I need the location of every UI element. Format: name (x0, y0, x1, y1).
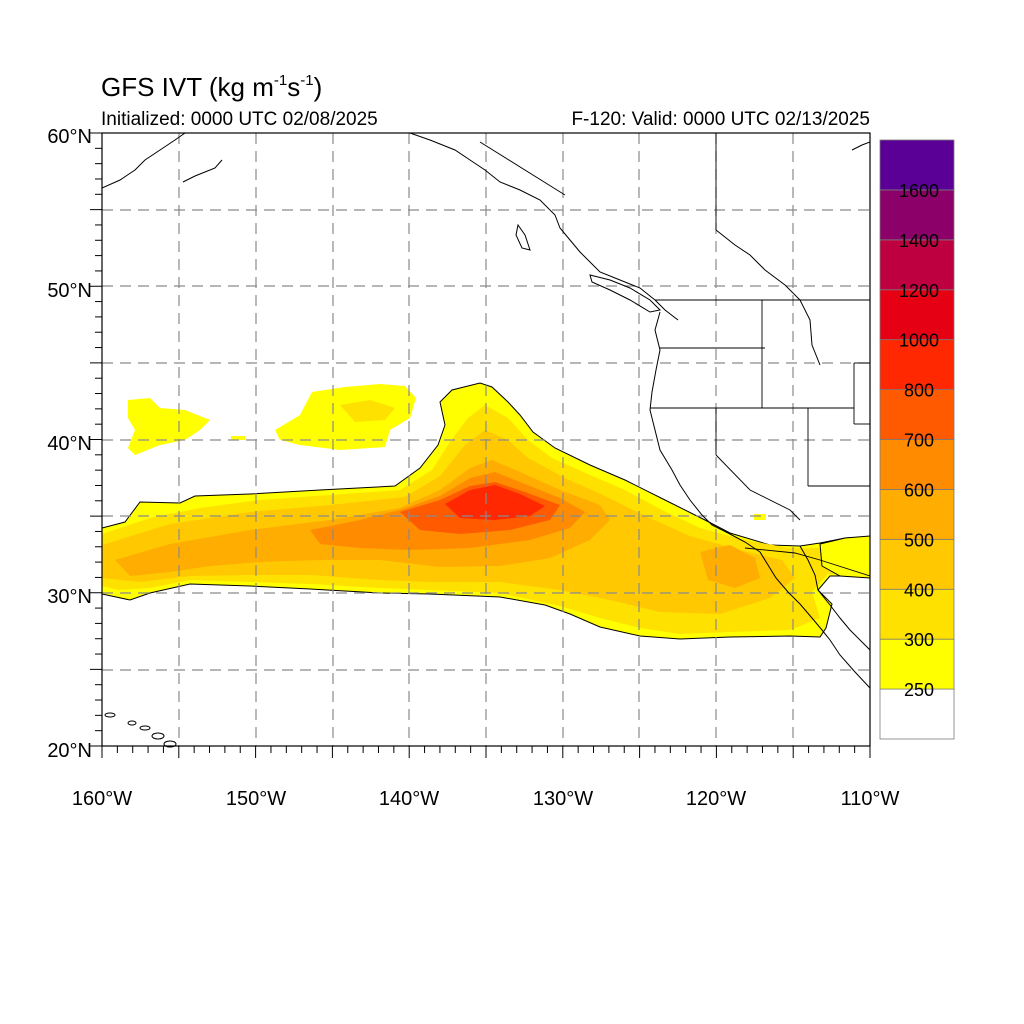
coastline-vancouver-island (589, 274, 662, 313)
lat-label: 60°N (47, 126, 92, 148)
ivt-blob-gulf (819, 535, 870, 579)
lat-label: 30°N (47, 586, 92, 608)
init-time-label: Initialized: 0000 UTC 02/08/2025 (101, 109, 378, 130)
lon-label: 110°W (841, 788, 900, 810)
coastline-alaska-islands (182, 159, 223, 183)
lon-label: 160°W (72, 788, 132, 810)
ivt-blob-north (275, 384, 416, 450)
colorbar-label: 300 (904, 630, 934, 650)
colorbar-swatch (879, 189, 955, 241)
map-title: GFS IVT (kg m-1s-1) (101, 72, 323, 102)
lat-axis-labels: 20°N 30°N 40°N 50°N 60°N (47, 126, 92, 762)
lon-axis-labels: 160°W 150°W 140°W 130°W 120°W 110°W (72, 788, 900, 810)
ivt-blob-small (231, 436, 245, 440)
colorbar-label: 1000 (899, 331, 939, 351)
colorbar-label: 400 (904, 580, 934, 600)
coastline-haida-gwaii (515, 223, 531, 251)
colorbar-swatch (879, 588, 955, 640)
colorbar-swatch (879, 139, 955, 191)
colorbar-label: 600 (904, 480, 934, 500)
lon-label: 120°W (686, 788, 746, 810)
axis-ticks (90, 132, 871, 758)
colorbar-label: 500 (904, 530, 934, 550)
ivt-blob-west (128, 398, 210, 455)
ivt-blob-north-core (340, 400, 395, 422)
lat-label: 40°N (47, 433, 92, 455)
lon-label: 130°W (533, 788, 593, 810)
colorbar: 250 300 400 500 600 700 800 1000 1200 1400 1600 (879, 139, 955, 740)
colorbar-swatch (879, 688, 955, 740)
ivt-contour-500-inland (700, 545, 760, 588)
colorbar-label: 700 (904, 431, 934, 451)
lon-label: 140°W (379, 788, 439, 810)
political-boundaries (479, 133, 870, 577)
lat-label: 20°N (47, 740, 92, 762)
colorbar-label: 250 (904, 680, 934, 700)
colorbar-label: 1400 (899, 231, 939, 251)
ivt-blob-small-east (754, 514, 766, 520)
colorbar-label: 1200 (899, 281, 939, 301)
lat-label: 50°N (47, 280, 92, 302)
colorbar-swatch (879, 239, 955, 291)
ivt-contour-800 (445, 485, 545, 520)
lon-label: 150°W (226, 788, 286, 810)
valid-time-label: F-120: Valid: 0000 UTC 02/13/2025 (571, 109, 870, 130)
hawaii-islands (104, 712, 177, 748)
coastline-west-coast (649, 311, 870, 689)
coastline-gulf-california (799, 545, 870, 651)
coastlines (102, 133, 870, 689)
colorbar-label: 1600 (899, 181, 939, 201)
colorbar-label: 800 (904, 381, 934, 401)
map-grid (102, 133, 870, 746)
coastline-hudson-area (715, 229, 821, 366)
coastline-panhandle (409, 133, 679, 321)
coastline-nw-corner (851, 141, 870, 151)
coastline-alaska (102, 133, 186, 189)
